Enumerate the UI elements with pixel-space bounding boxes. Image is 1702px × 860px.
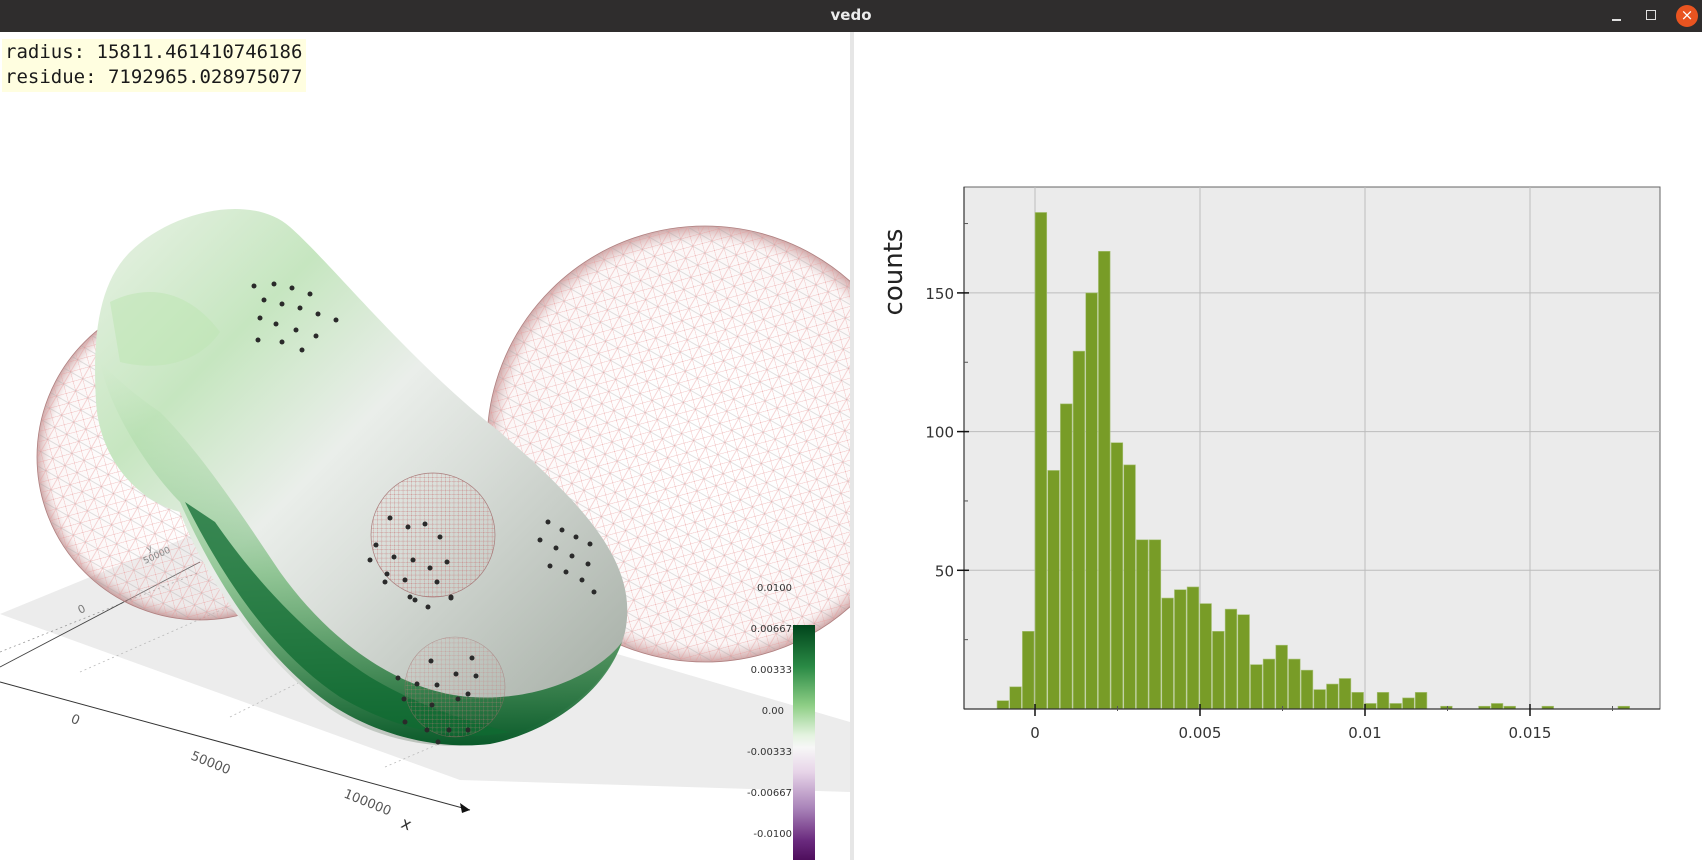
histogram-bar: [1262, 658, 1276, 710]
close-button[interactable]: ×: [1676, 5, 1698, 27]
colorbar-label: -0.00333: [747, 747, 792, 758]
histogram-viewport[interactable]: 50 100 150 0 0.005 0.01 0.015 counts: [854, 32, 1702, 860]
histogram-bar: [1288, 658, 1301, 710]
histogram-bar: [1237, 614, 1250, 710]
histogram-bar: [1224, 608, 1238, 710]
histogram-bar: [1351, 692, 1364, 710]
info-text-box: radius: 15811.461410746186 residue: 7192…: [2, 39, 307, 92]
histogram-bar: [1186, 586, 1200, 710]
histogram-bar: [1250, 664, 1263, 710]
histogram-bar: [1161, 597, 1174, 710]
y-tick-label: 50: [935, 562, 954, 580]
minimize-button[interactable]: [1607, 6, 1627, 26]
histogram-bar: [1009, 686, 1022, 710]
histogram-bar: [996, 700, 1010, 710]
3d-scene: 0 50000 100000 x 0 y 50000: [0, 208, 850, 860]
histogram-bar: [1389, 703, 1402, 710]
histogram-bar: [1338, 678, 1352, 710]
colorbar-label: 0.00333: [750, 665, 792, 676]
radius-label: radius: 15811.461410746186: [5, 41, 303, 63]
histogram-bar: [1174, 589, 1187, 710]
svg-text:x: x: [399, 813, 415, 834]
viewport-divider[interactable]: [850, 32, 854, 860]
histogram-bar: [1326, 683, 1339, 710]
histogram-bar: [1022, 631, 1035, 710]
colorbar-label: -0.00667: [747, 788, 792, 799]
histogram-bar: [1123, 464, 1136, 710]
histogram-bar: [1136, 539, 1149, 710]
svg-text:0: 0: [69, 712, 82, 729]
y-axis-label: counts: [879, 229, 909, 316]
histogram-bar: [1364, 703, 1377, 710]
y-tick-label: 100: [925, 424, 954, 442]
histogram-bar: [1275, 644, 1288, 710]
residue-label: residue: 7192965.028975077: [5, 66, 303, 88]
fitted-surface: [95, 208, 628, 746]
x-tick-label: 0.005: [1179, 724, 1222, 742]
histogram-bar: [1060, 403, 1073, 710]
histogram-bar: [1034, 212, 1048, 710]
x-tick-label: 0: [1030, 724, 1040, 742]
histogram-bar: [1376, 692, 1390, 710]
window-title: vedo: [830, 6, 872, 24]
3d-viewport[interactable]: 0 50000 100000 x 0 y 50000 radius: 15811…: [0, 32, 850, 860]
colorbar-label: 0.00667: [750, 624, 792, 635]
histogram-bar: [1072, 350, 1086, 710]
histogram-bar: [1313, 689, 1326, 710]
histogram-chart: 50 100 150 0 0.005 0.01 0.015 counts: [879, 186, 1661, 742]
histogram-bar: [1110, 442, 1124, 710]
colorbar-label: -0.0100: [753, 829, 792, 840]
svg-text:0: 0: [76, 602, 88, 617]
svg-text:y: y: [145, 543, 155, 555]
colorbar-label: 0.00: [761, 706, 784, 717]
histogram-bar: [1047, 470, 1060, 710]
histogram-bar: [1414, 692, 1428, 710]
colorbar: [793, 625, 815, 860]
x-tick-label: 0.015: [1509, 724, 1552, 742]
histogram-bar: [1490, 703, 1504, 710]
point-cloud: [251, 281, 597, 745]
colorbar-label: 0.0100: [757, 583, 792, 594]
histogram-bar: [1148, 539, 1162, 710]
histogram-bar: [1199, 603, 1212, 710]
maximize-button[interactable]: [1641, 6, 1661, 26]
histogram-bar: [1212, 631, 1225, 710]
title-bar: vedo ×: [0, 0, 1702, 32]
histogram-bar: [1300, 669, 1314, 710]
y-tick-label: 150: [925, 285, 954, 303]
histogram-bar: [1098, 250, 1111, 710]
histogram-bar: [1402, 697, 1415, 710]
svg-text:100000: 100000: [342, 787, 394, 820]
svg-text:50000: 50000: [189, 749, 233, 778]
x-tick-label: 0.01: [1348, 724, 1381, 742]
histogram-bar: [1085, 292, 1098, 710]
